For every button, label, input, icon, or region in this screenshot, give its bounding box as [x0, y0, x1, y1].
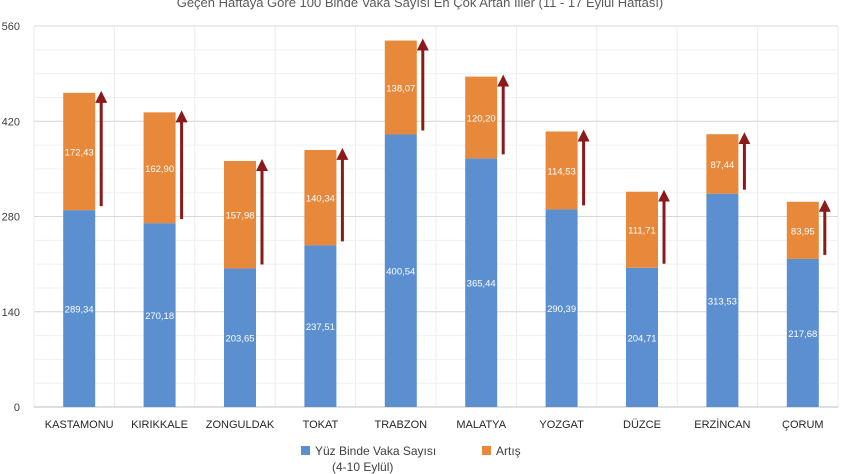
- x-tick-label: YOZGAT: [539, 419, 584, 431]
- data-label-base: 204,71: [627, 333, 656, 344]
- bar-base: [384, 134, 417, 407]
- x-axis: KASTAMONU KIRIKKALE ZONGULDAK TOKAT TRABZON M…: [45, 418, 824, 431]
- x-tick-label: KIRIKKALE: [131, 419, 188, 431]
- data-label-base: 217,68: [788, 329, 817, 340]
- bar-base: [706, 193, 739, 407]
- data-label-base: 400,54: [386, 267, 415, 278]
- data-label-base: 365,44: [467, 279, 496, 290]
- y-axis: 0 140 280 420 560: [2, 21, 20, 414]
- data-label-base: 237,51: [306, 322, 335, 333]
- data-label-increase: 120,20: [467, 113, 496, 124]
- y-tick-label: 420: [2, 116, 20, 128]
- y-tick-label: 560: [2, 21, 20, 33]
- x-tick-label: KASTAMONU: [45, 419, 114, 431]
- chart-title: Geçen Haftaya Göre 100 Binde Vaka Sayısı…: [177, 0, 664, 10]
- legend-label-base: Yüz Binde Vaka Sayısı: [315, 444, 436, 458]
- legend-swatch-base: [301, 446, 310, 455]
- bar-increase: [143, 112, 176, 224]
- data-label-base: 270,18: [145, 311, 174, 322]
- bar-increase: [626, 191, 658, 268]
- data-label-increase: 172,43: [65, 147, 94, 158]
- legend: Yüz Binde Vaka Sayısı (4-10 Eylül) Artış: [301, 444, 521, 474]
- data-label-increase: 114,53: [547, 166, 575, 177]
- bar-base: [626, 267, 658, 407]
- data-label-increase: 83,95: [791, 226, 815, 237]
- y-tick-label: 280: [2, 212, 20, 224]
- x-tick-label: ERZİNCAN: [694, 418, 750, 431]
- data-label-increase: 157,98: [225, 211, 254, 222]
- bar-increase: [465, 76, 498, 159]
- x-tick-label: DÜZCE: [623, 419, 661, 431]
- data-label-increase: 111,71: [628, 226, 656, 237]
- bar-increase: [384, 40, 417, 135]
- data-label-base: 313,53: [708, 296, 737, 307]
- bar-base: [545, 209, 578, 407]
- data-label-base: 290,39: [547, 304, 576, 315]
- legend-swatch-increase: [482, 446, 491, 455]
- bar-base: [465, 158, 498, 407]
- bar-base: [143, 223, 176, 407]
- bar-increase: [545, 131, 578, 210]
- x-tick-label: MALATYA: [456, 419, 506, 431]
- data-label-increase: 140,34: [306, 194, 335, 205]
- data-label-increase: 138,07: [386, 84, 415, 95]
- data-label-increase: 162,90: [145, 164, 174, 175]
- data-label-base: 289,34: [65, 305, 94, 316]
- x-tick-label: TOKAT: [303, 419, 339, 431]
- x-tick-label: ZONGULDAK: [206, 419, 275, 431]
- y-tick-label: 0: [14, 402, 20, 414]
- legend-label-increase: Artış: [496, 444, 521, 458]
- data-label-increase: 87,44: [711, 160, 735, 171]
- bar-increase: [224, 160, 256, 269]
- legend-label-base-period: (4-10 Eylül): [332, 460, 393, 474]
- y-tick-label: 140: [2, 307, 20, 319]
- bar-increase: [706, 134, 739, 194]
- bar-base: [224, 268, 256, 407]
- x-tick-label: TRABZON: [375, 419, 428, 431]
- x-tick-label: ÇORUM: [782, 419, 824, 431]
- bar-increase: [786, 201, 819, 259]
- bar-base: [304, 245, 337, 407]
- bar-increase: [304, 149, 337, 246]
- data-label-base: 203,65: [225, 334, 254, 345]
- bar-base: [786, 258, 819, 407]
- bar-increase: [63, 92, 96, 211]
- bar-base: [63, 210, 96, 407]
- bars: 289,34 172,43 270,18 162,90 203,65 157,98 237,…: [63, 38, 831, 407]
